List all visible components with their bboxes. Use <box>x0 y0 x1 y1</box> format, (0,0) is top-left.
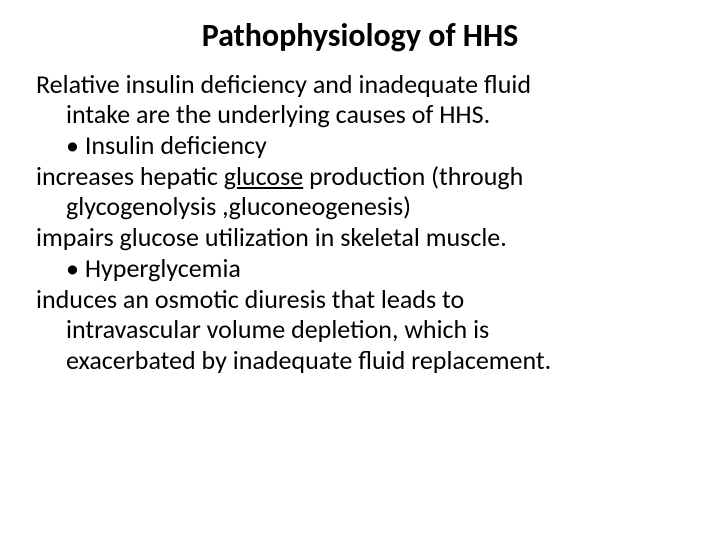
bullet-hyperglycemia: Hyperglycemia <box>36 253 684 284</box>
insulin-sub-a-line-2: glycogenolysis ,gluconeogenesis) <box>36 191 684 222</box>
insulin-sub-b: impairs glucose utilization in skeletal … <box>36 222 684 253</box>
text-pre: increases hepatic <box>36 160 224 192</box>
text-post: production (through <box>303 160 523 192</box>
bullet-insulin-deficiency: Insulin deficiency <box>36 130 684 161</box>
glucose-link[interactable]: glucose <box>224 160 303 192</box>
insulin-sub-a-line-1: increases hepatic glucose production (th… <box>36 161 684 192</box>
hyper-sub-line-2: intravascular volume depletion, which is <box>36 314 684 345</box>
intro-line-2: intake are the underlying causes of HHS. <box>36 99 684 130</box>
slide-body: Relative insulin deficiency and inadequa… <box>36 69 684 376</box>
intro-line-1: Relative insulin deficiency and inadequa… <box>36 69 684 100</box>
hyper-sub-line-3: exacerbated by inadequate fluid replacem… <box>36 345 684 376</box>
slide-title: Pathophysiology of HHS <box>36 18 684 55</box>
slide: Pathophysiology of HHS Relative insulin … <box>0 0 720 540</box>
hyper-sub-line-1: induces an osmotic diuresis that leads t… <box>36 284 684 315</box>
